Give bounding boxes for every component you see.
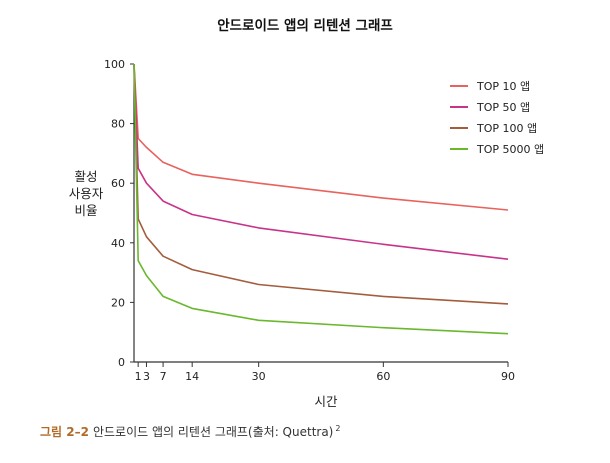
caption-text: 안드로이드 앱의 리텐션 그래프(출처: Quettra) (92, 425, 334, 439)
y-tick-label: 0 (118, 356, 125, 369)
x-axis-label: 시간 (314, 394, 338, 409)
caption-number: 그림 2–2 (40, 425, 89, 439)
y-axis-label-line: 비율 (74, 203, 98, 218)
y-tick-label: 80 (111, 118, 125, 131)
series-line (133, 63, 509, 211)
legend-label: TOP 10 앱 (476, 80, 530, 93)
y-axis-label-line: 활성 (74, 169, 98, 184)
x-tick-label: 14 (185, 370, 199, 383)
x-tick-label: 30 (252, 370, 266, 383)
x-tick-label: 3 (143, 370, 150, 383)
chart-title: 안드로이드 앱의 리텐션 그래프 (217, 18, 393, 34)
series-line (133, 63, 509, 335)
series-line (133, 63, 509, 260)
y-axis-label-line: 사용자 (68, 186, 104, 201)
y-tick-label: 20 (111, 296, 125, 309)
x-tick-label: 90 (501, 370, 515, 383)
x-tick-label: 60 (376, 370, 390, 383)
legend-label: TOP 5000 앱 (476, 143, 544, 156)
series-line (133, 63, 509, 305)
y-tick-label: 60 (111, 177, 125, 190)
x-tick-label: 1 (135, 370, 142, 383)
legend-label: TOP 100 앱 (476, 122, 537, 135)
y-tick-label: 40 (111, 237, 125, 250)
figure-caption: 그림 2–2 안드로이드 앱의 리텐션 그래프(출처: Quettra) 2 (40, 423, 340, 440)
legend-label: TOP 50 앱 (476, 101, 530, 114)
caption-footnote: 2 (335, 424, 341, 433)
x-tick-label: 7 (160, 370, 167, 383)
y-tick-label: 100 (104, 58, 125, 71)
y-axis-label: 활성 사용자 비율 (58, 168, 114, 219)
